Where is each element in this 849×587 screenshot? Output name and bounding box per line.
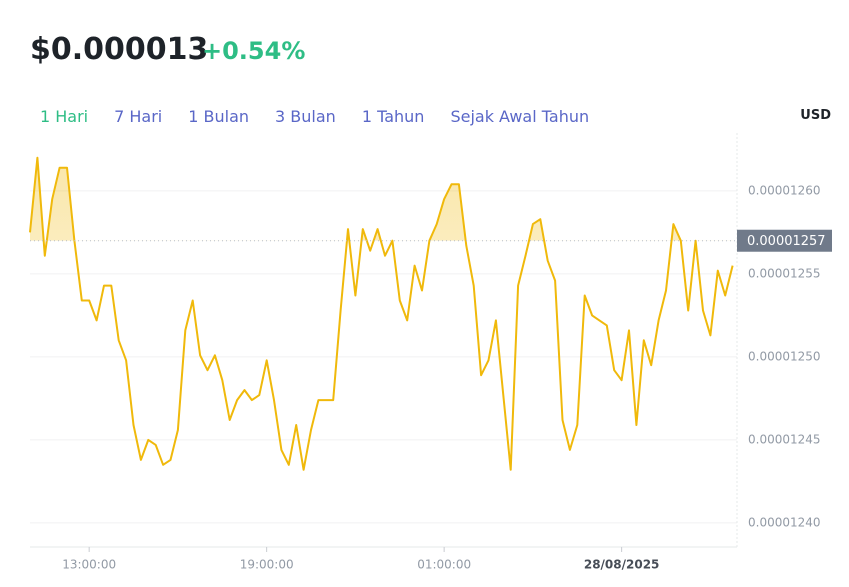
current-price-label: 0.00001257 <box>747 234 826 249</box>
area-fill <box>30 157 696 241</box>
range-tab[interactable]: 3 Bulan <box>275 107 336 126</box>
x-tick-label: 13:00:00 <box>62 558 116 572</box>
range-tab[interactable]: 7 Hari <box>114 107 163 126</box>
x-tick-label: 28/08/2025 <box>584 558 660 572</box>
x-tick-label: 01:00:00 <box>417 558 471 572</box>
y-tick-label: 0.00001255 <box>748 266 821 280</box>
x-tick-label: 19:00:00 <box>240 558 294 572</box>
currency[interactable]: USD <box>800 108 831 123</box>
range-tab[interactable]: 1 Bulan <box>188 107 250 126</box>
range-tabs: 1 Hari 7 Hari 1 Bulan 3 Bulan 1 Tahun Sejak A… <box>40 107 589 126</box>
current-price-badge <box>737 229 832 252</box>
range-tab[interactable]: 1 Hari <box>40 107 89 126</box>
y-tick-label: 0.00001240 <box>748 515 821 529</box>
y-tick-label: 0.00001250 <box>748 349 821 363</box>
price: $0.000013 <box>30 32 209 67</box>
price-line <box>29 156 734 471</box>
range-tab[interactable]: 1 Tahun <box>361 107 425 126</box>
y-tick-label: 0.00001245 <box>748 432 821 446</box>
y-tick-label: 0.00001260 <box>748 183 821 197</box>
price-change: +0.54% <box>202 37 306 65</box>
range-tab[interactable]: Sejak Awal Tahun <box>450 107 590 126</box>
